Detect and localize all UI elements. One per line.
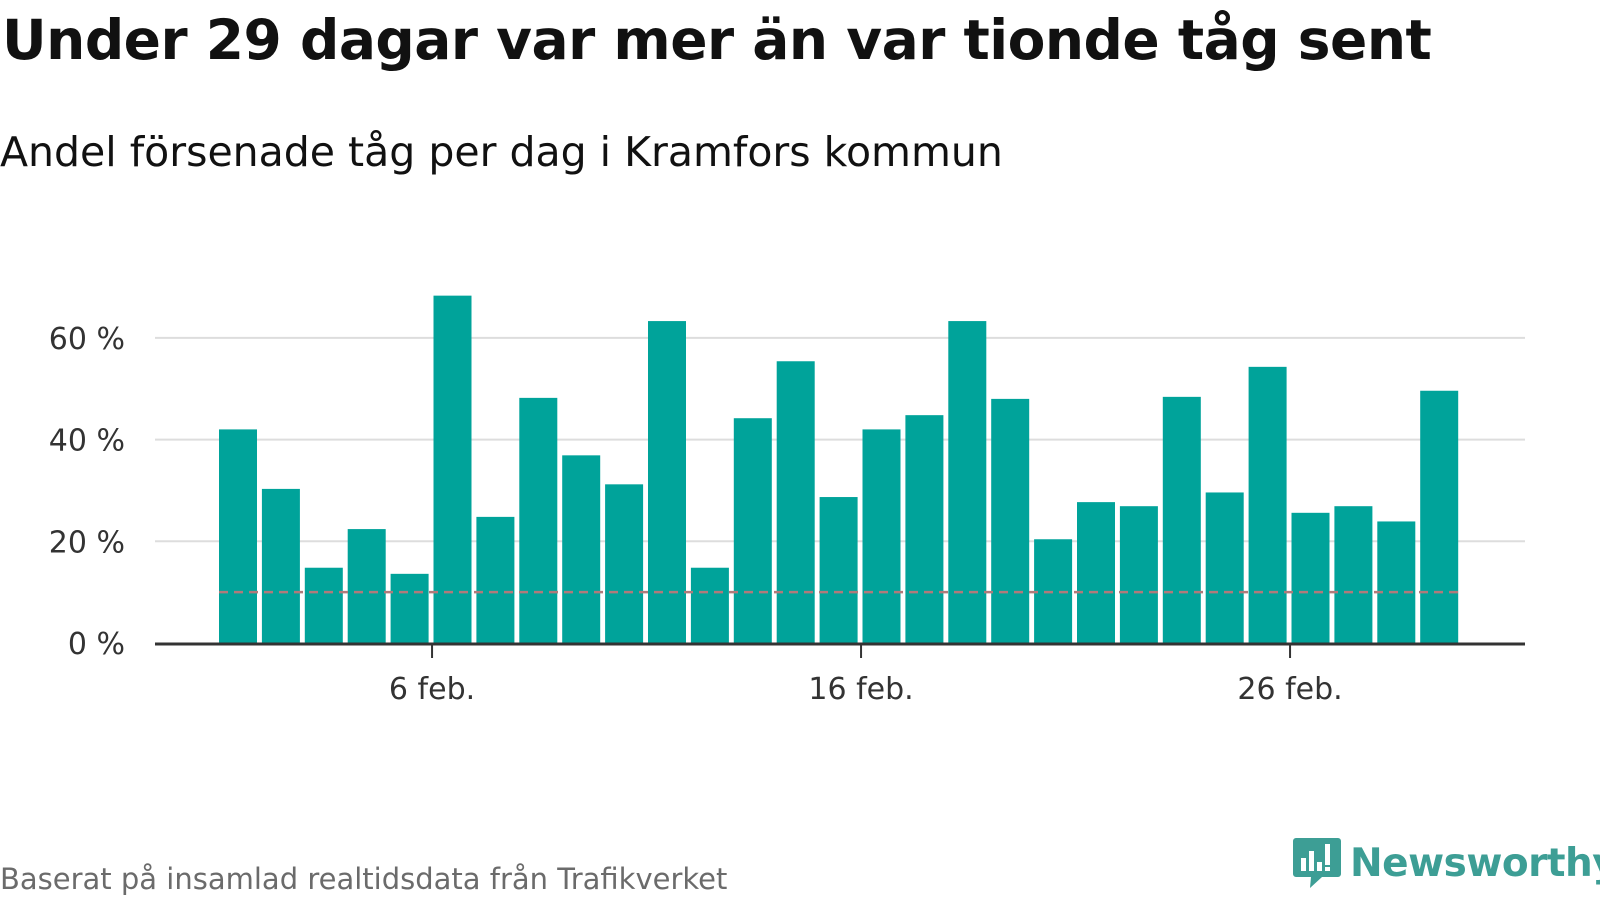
bar-21 bbox=[1077, 502, 1115, 643]
bar-9 bbox=[562, 455, 601, 643]
y-tick-label-40: 40 % bbox=[49, 424, 125, 459]
bar-3 bbox=[304, 567, 343, 643]
y-tick-label-20: 20 % bbox=[49, 525, 125, 560]
x-tick-label-15: 16 feb. bbox=[808, 672, 913, 707]
chart-subtitle: Andel försenade tåg per dag i Kramfors k… bbox=[0, 128, 1003, 176]
bar-14 bbox=[776, 361, 815, 643]
bar-6 bbox=[433, 295, 472, 643]
bar-19 bbox=[991, 398, 1030, 643]
bar-11 bbox=[648, 321, 686, 643]
brand-logo: Newsworthy bbox=[1292, 836, 1600, 890]
x-tick-label-25: 26 feb. bbox=[1237, 672, 1342, 707]
source-note: Baserat på insamlad realtidsdata från Tr… bbox=[0, 862, 728, 896]
bar-28 bbox=[1377, 521, 1416, 643]
bar-15 bbox=[819, 497, 858, 643]
bar-26 bbox=[1291, 512, 1330, 643]
bar-16 bbox=[862, 429, 901, 643]
bar-29 bbox=[1420, 390, 1459, 643]
bar-8 bbox=[519, 397, 558, 643]
bar-27 bbox=[1334, 506, 1373, 643]
bar-22 bbox=[1119, 506, 1158, 643]
bar-7 bbox=[476, 516, 515, 643]
y-tick-label-60: 60 % bbox=[49, 322, 125, 357]
bar-5 bbox=[390, 573, 429, 643]
bar-18 bbox=[948, 321, 987, 643]
bar-24 bbox=[1205, 492, 1244, 643]
bar-17 bbox=[905, 415, 944, 643]
bar-1 bbox=[219, 429, 257, 643]
x-tick-label-5: 6 feb. bbox=[389, 672, 475, 707]
bar-10 bbox=[605, 484, 644, 643]
bar-23 bbox=[1162, 396, 1201, 643]
bar-13 bbox=[733, 418, 772, 643]
bar-12 bbox=[690, 567, 729, 643]
bar-2 bbox=[261, 488, 300, 643]
y-tick-label-0: 0 % bbox=[68, 627, 125, 662]
bar-25 bbox=[1248, 366, 1287, 643]
newsworthy-logo-icon bbox=[1293, 838, 1341, 888]
chart-title: Under 29 dagar var mer än var tionde tåg… bbox=[2, 8, 1432, 72]
brand-name: Newsworthy bbox=[1350, 840, 1600, 886]
bar-4 bbox=[347, 529, 386, 643]
